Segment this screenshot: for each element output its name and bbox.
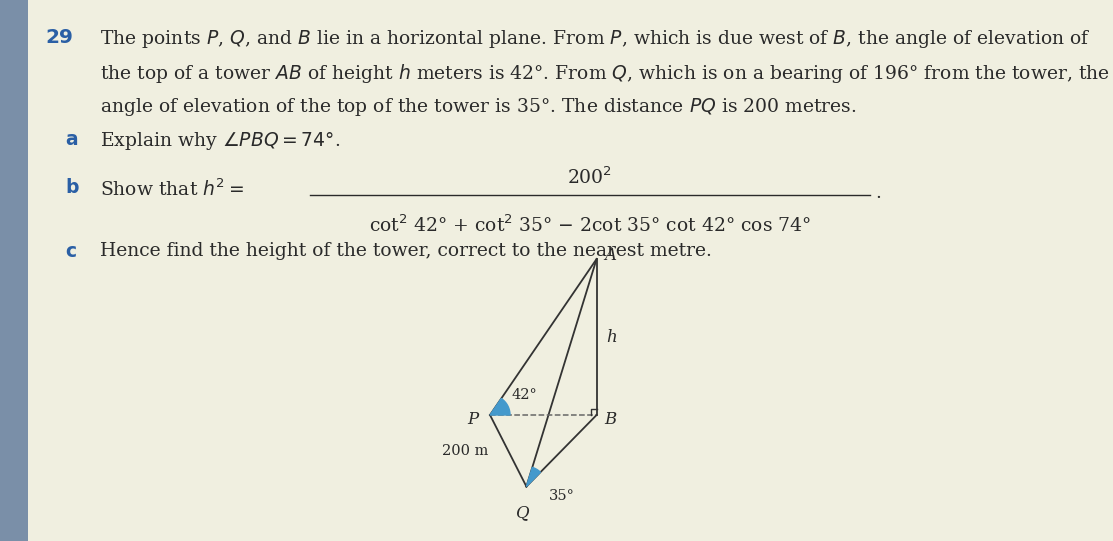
- Text: h: h: [607, 328, 618, 346]
- Text: b: b: [65, 178, 79, 197]
- Text: 42°: 42°: [512, 388, 538, 402]
- Text: B: B: [604, 411, 617, 427]
- Text: cot$^2$ 42° + cot$^2$ 35° $-$ 2cot 35° cot 42° cos 74°: cot$^2$ 42° + cot$^2$ 35° $-$ 2cot 35° c…: [368, 214, 811, 235]
- Text: 29: 29: [45, 28, 72, 47]
- Text: c: c: [65, 242, 76, 261]
- Polygon shape: [490, 399, 510, 415]
- Text: angle of elevation of the top of the tower is 35°. The distance $PQ$ is 200 metr: angle of elevation of the top of the tow…: [100, 96, 857, 118]
- Text: Hence find the height of the tower, correct to the nearest metre.: Hence find the height of the tower, corr…: [100, 242, 712, 260]
- Text: a: a: [65, 130, 78, 149]
- Polygon shape: [526, 467, 541, 486]
- Text: A: A: [604, 247, 617, 263]
- Text: Show that $h^2 =$: Show that $h^2 =$: [100, 178, 244, 200]
- Text: Q: Q: [515, 505, 529, 522]
- Text: 200$^2$: 200$^2$: [568, 166, 612, 188]
- Text: the top of a tower $AB$ of height $h$ meters is 42°. From $Q$, which is on a bea: the top of a tower $AB$ of height $h$ me…: [100, 62, 1110, 85]
- Text: The points $P$, $Q$, and $B$ lie in a horizontal plane. From $P$, which is due w: The points $P$, $Q$, and $B$ lie in a ho…: [100, 28, 1091, 50]
- Text: P: P: [466, 411, 477, 427]
- Text: .: .: [875, 184, 880, 202]
- Bar: [0, 0, 28, 541]
- Text: Explain why $\angle PBQ = 74°$.: Explain why $\angle PBQ = 74°$.: [100, 130, 341, 152]
- Text: 35°: 35°: [549, 490, 574, 504]
- Text: 200 m: 200 m: [442, 444, 489, 458]
